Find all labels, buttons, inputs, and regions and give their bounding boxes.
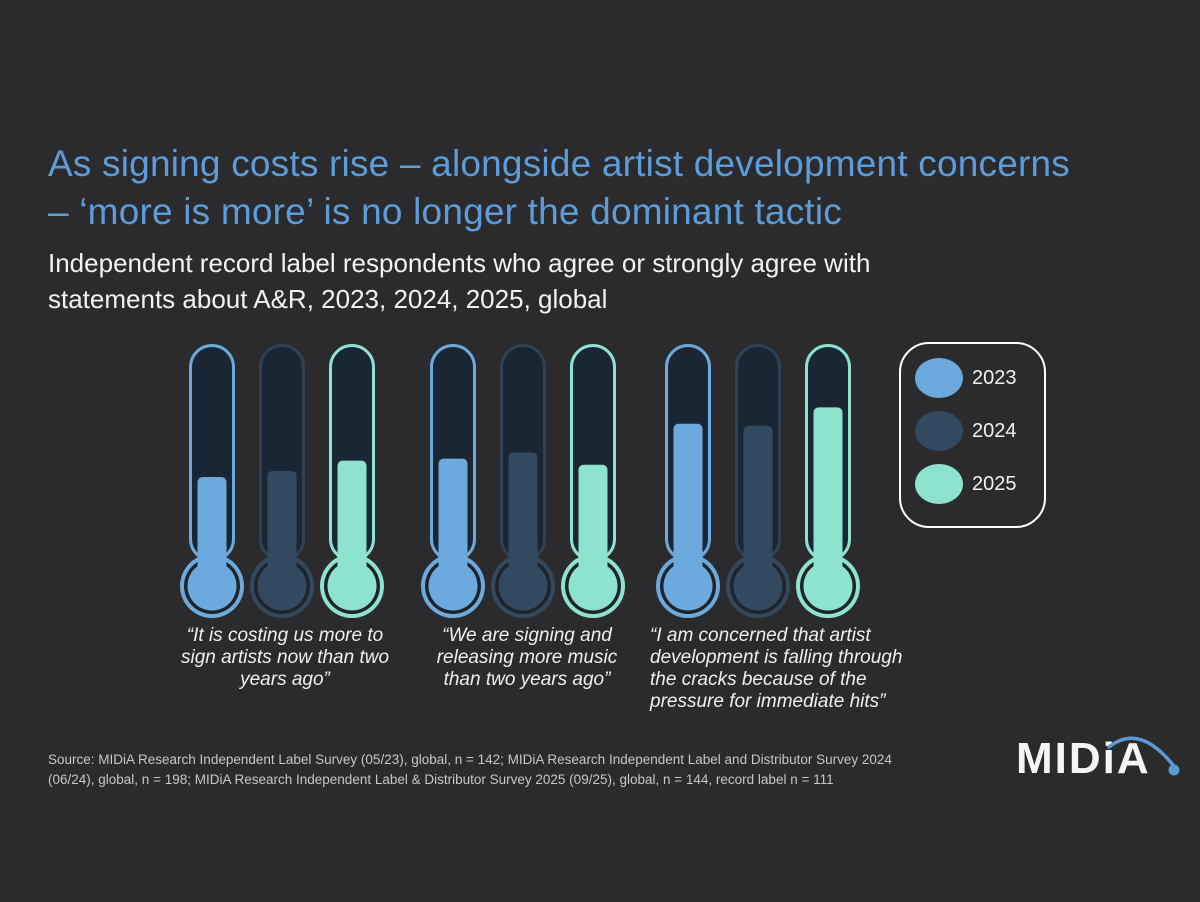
- midia-logo-arc-icon: [1107, 736, 1180, 776]
- thermometer-group-signing-more: [419, 344, 627, 620]
- legend-item-2023: 2023: [915, 358, 1044, 398]
- thermometer-2023: [656, 344, 720, 618]
- quote-signing-more: “We are signing and releasing more music…: [436, 625, 618, 690]
- legend-label-2025: 2025: [972, 472, 1017, 495]
- midia-logo: MIDiA: [1016, 735, 1196, 795]
- thermometer-2025: [320, 344, 384, 618]
- source-line1: Source: MIDiA Research Independent Label…: [48, 752, 892, 767]
- legend-swatch-2025: [915, 464, 963, 504]
- legend-label-2023: 2023: [972, 366, 1017, 389]
- thermometer-2025: [796, 344, 860, 618]
- quote-artist-development: “I am concerned that artist development …: [650, 625, 903, 712]
- legend-item-2025: 2025: [915, 464, 1044, 504]
- midia-logo-text: MIDiA: [1016, 734, 1151, 783]
- thermometer-group-artist-development: [654, 344, 862, 620]
- thermometer-2023: [180, 344, 244, 618]
- chart-subtitle: Independent record label respondents who…: [48, 245, 1148, 317]
- legend-label-2024: 2024: [972, 419, 1017, 442]
- thermometer-2024: [250, 344, 314, 618]
- source-line2: (06/24), global, n = 198; MIDiA Research…: [48, 771, 834, 787]
- legend-item-2024: 2024: [915, 411, 1044, 451]
- thermometer-2025: [561, 344, 625, 618]
- chart-subtitle-line2: statements about A&R, 2023, 2024, 2025, …: [48, 284, 608, 314]
- legend-swatch-2023: [915, 358, 963, 398]
- chart-title-line1: As signing costs rise – alongside artist…: [48, 143, 1071, 184]
- source-text: Source: MIDiA Research Independent Label…: [48, 750, 1008, 789]
- legend-box: 2023 2024 2025: [899, 342, 1046, 528]
- chart-subtitle-line1: Independent record label respondents who…: [48, 248, 871, 278]
- thermometer-2024: [491, 344, 555, 618]
- legend-swatch-2024: [915, 411, 963, 451]
- chart-title: As signing costs rise – alongside artist…: [48, 140, 1178, 236]
- thermometer-2024: [726, 344, 790, 618]
- chart-title-line2: – ‘more is more’ is no longer the domina…: [48, 191, 843, 232]
- thermometer-2023: [421, 344, 485, 618]
- thermometer-group-costing-more: [178, 344, 386, 620]
- quote-costing-more: “It is costing us more to sign artists n…: [180, 625, 390, 690]
